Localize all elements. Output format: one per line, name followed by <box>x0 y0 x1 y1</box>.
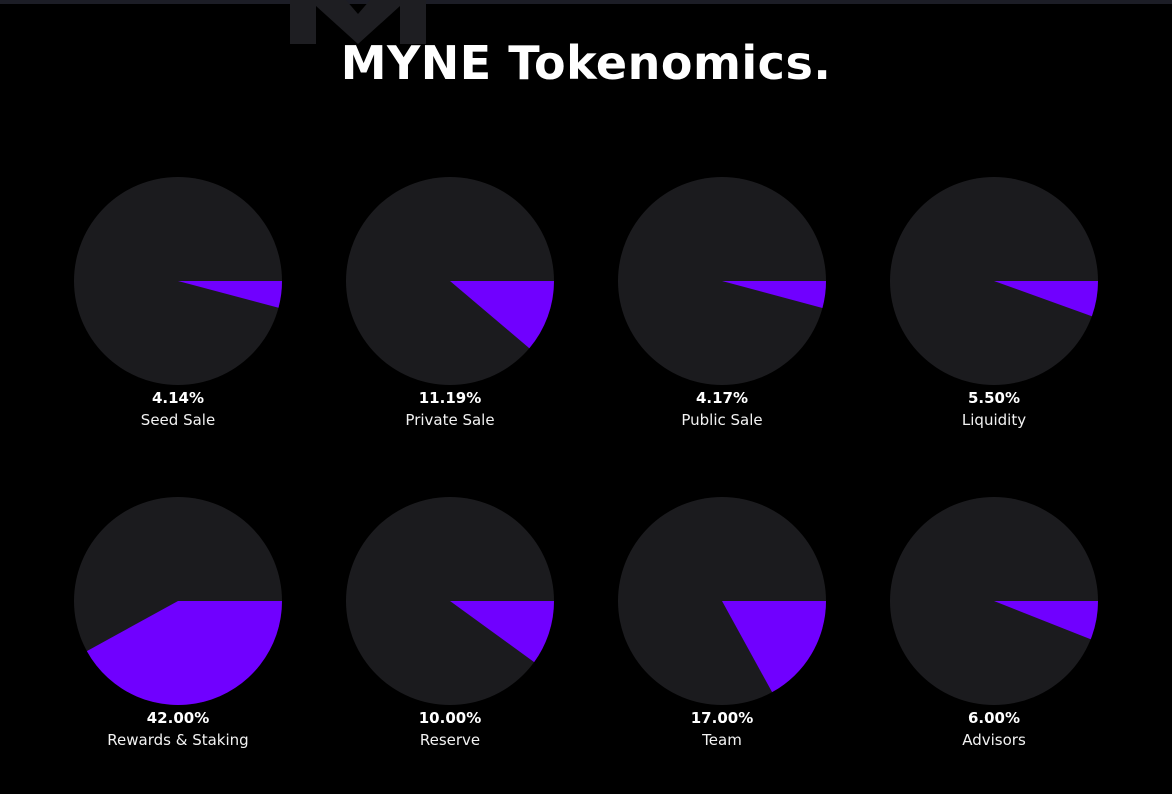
pie-slice-seed-sale <box>178 281 282 308</box>
pie-percent: 6.00% <box>967 709 1021 727</box>
pie-slice-rewards-staking <box>86 601 282 706</box>
pie-slice-team <box>722 601 826 693</box>
pie-label: Liquidity <box>961 411 1027 429</box>
pie-label: Advisors <box>962 731 1026 749</box>
pie-slice-reserve <box>450 601 554 663</box>
pie-label: Private Sale <box>405 411 495 429</box>
pie-chart-public-sale <box>618 177 826 385</box>
pie-chart-liquidity <box>890 177 1098 385</box>
pie-percent: 42.00% <box>146 709 210 727</box>
pie-percent: 5.50% <box>967 389 1021 407</box>
pie-chart-team <box>618 497 826 705</box>
page-title: MYNE Tokenomics. <box>340 36 832 90</box>
pie-card-public-sale: 4.17% Public Sale <box>617 176 827 432</box>
pie-chart-advisors <box>890 497 1098 705</box>
pie-chart-reserve <box>346 497 554 705</box>
pie-card-private-sale: 11.19% Private Sale <box>345 176 555 432</box>
pie-chart-private-sale <box>346 177 554 385</box>
pie-percent: 11.19% <box>418 389 482 407</box>
pie-card-seed-sale: 4.14% Seed Sale <box>73 176 283 432</box>
pie-slice-private-sale <box>450 281 554 349</box>
pie-label: Reserve <box>419 731 481 749</box>
pie-card-reserve: 10.00% Reserve <box>345 496 555 752</box>
pie-label: Seed Sale <box>140 411 216 429</box>
pie-percent: 17.00% <box>690 709 754 727</box>
pie-label: Public Sale <box>681 411 763 429</box>
pie-percent: 4.17% <box>695 389 749 407</box>
watermark-logo <box>286 0 430 44</box>
pie-percent: 10.00% <box>418 709 482 727</box>
pie-card-liquidity: 5.50% Liquidity <box>889 176 1099 432</box>
watermark-logo-shape <box>290 0 426 44</box>
pie-slice-advisors <box>994 601 1098 640</box>
pie-label: Rewards & Staking <box>107 731 249 749</box>
pie-card-rewards-staking: 42.00% Rewards & Staking <box>73 496 283 752</box>
pie-percent: 4.14% <box>151 389 205 407</box>
top-border <box>0 0 1172 4</box>
pie-slice-public-sale <box>722 281 826 308</box>
pie-card-team: 17.00% Team <box>617 496 827 752</box>
pie-slice-liquidity <box>994 281 1098 317</box>
pie-label: Team <box>702 731 742 749</box>
pie-card-advisors: 6.00% Advisors <box>889 496 1099 752</box>
pie-chart-rewards-staking <box>74 497 282 706</box>
pie-chart-seed-sale <box>74 177 282 385</box>
